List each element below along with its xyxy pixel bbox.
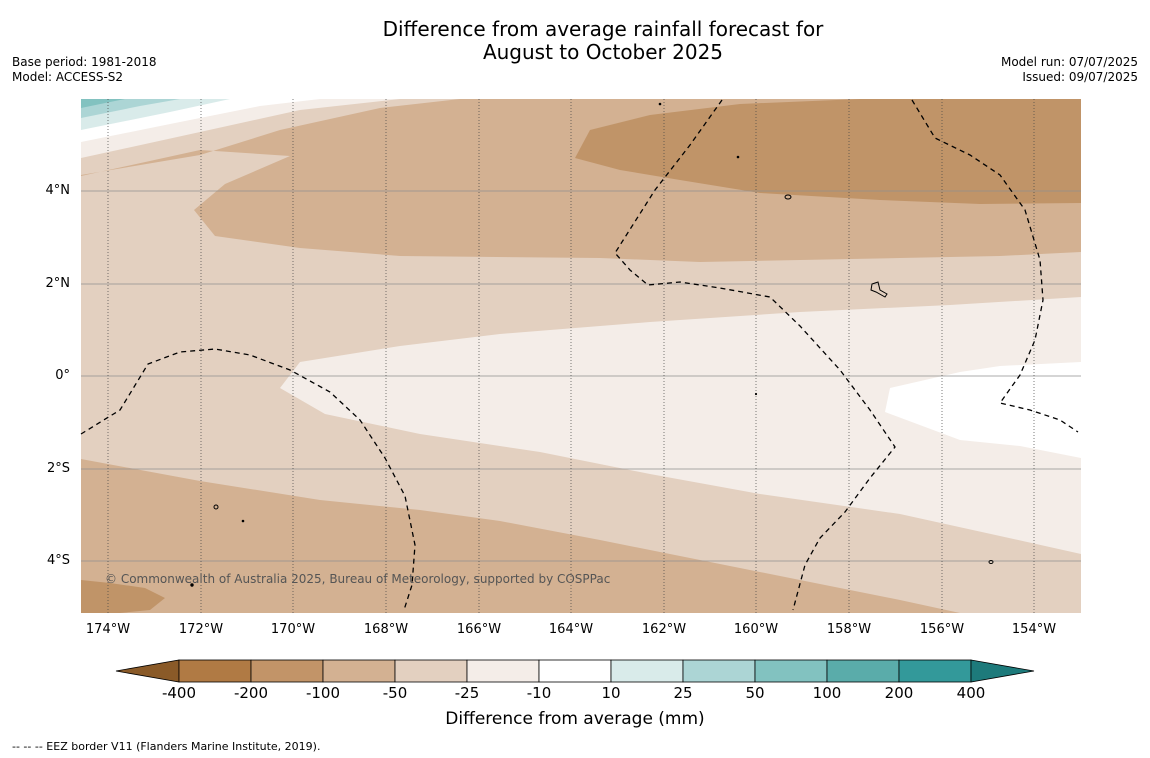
island xyxy=(658,102,662,106)
region-near-normal-equator xyxy=(280,297,1081,554)
colorbar-tick: 100 xyxy=(812,684,842,702)
colorbar-swatch xyxy=(394,659,468,683)
island xyxy=(870,281,888,298)
island xyxy=(241,519,245,523)
colorbar-tick: 10 xyxy=(601,684,621,702)
lon-label: 164°W xyxy=(548,622,594,637)
lon-label: 174°W xyxy=(85,622,131,637)
eez-border-central xyxy=(614,99,896,611)
region-very-dry-sw xyxy=(81,580,165,613)
lat-label-equator: 0° xyxy=(55,368,70,383)
region-dry-south xyxy=(81,459,960,613)
colorbar-swatch xyxy=(826,659,900,683)
colorbar-tick: -400 xyxy=(161,684,197,702)
island xyxy=(784,194,792,200)
colorbar-swatch xyxy=(754,659,828,683)
lon-label: 162°W xyxy=(641,622,687,637)
colorbar-high-arrow xyxy=(970,659,1035,683)
issued-date: Issued: 09/07/2025 xyxy=(1022,70,1138,84)
island xyxy=(736,155,740,159)
eez-borders xyxy=(80,99,1079,611)
colorbar-tick: -10 xyxy=(526,684,552,702)
title-line-2: August to October 2025 xyxy=(482,40,724,64)
lat-label-4n: 4°N xyxy=(45,183,71,198)
colorbar-tick: 50 xyxy=(745,684,765,702)
meta-right: Model run: 07/07/2025 Issued: 09/07/2025 xyxy=(1001,55,1138,85)
model-run: Model run: 07/07/2025 xyxy=(1000,55,1138,69)
colorbar-tick: 200 xyxy=(884,684,914,702)
island xyxy=(754,392,758,396)
colorbar-swatch xyxy=(178,659,252,683)
colorbar-low-arrow xyxy=(115,659,180,683)
colorbar-tick: -100 xyxy=(305,684,341,702)
island xyxy=(213,504,219,510)
map-field xyxy=(81,99,1081,613)
copyright-notice: © Commonwealth of Australia 2025, Bureau… xyxy=(105,572,611,586)
region-wet-nw xyxy=(81,99,180,118)
lon-label: 172°W xyxy=(178,622,224,637)
colorbar-label: Difference from average (mm) xyxy=(445,709,705,729)
meta-left: Base period: 1981-2018 Model: ACCESS-S2 xyxy=(12,55,157,85)
island xyxy=(190,583,194,587)
lon-label: 154°W xyxy=(1011,622,1057,637)
lat-label-4s: 4°S xyxy=(46,553,70,568)
lon-label: 156°W xyxy=(919,622,965,637)
lat-label-2s: 2°S xyxy=(46,461,70,476)
lon-label: 160°W xyxy=(733,622,779,637)
model-name: Model: ACCESS-S2 xyxy=(12,70,124,84)
lon-label: 158°W xyxy=(826,622,872,637)
colorbar xyxy=(115,659,1035,683)
region-wetter-nw xyxy=(81,99,125,108)
lon-label: 168°W xyxy=(363,622,409,637)
graticule xyxy=(81,99,1081,613)
lat-label-2n: 2°N xyxy=(45,276,71,291)
islands xyxy=(190,102,994,587)
eez-border-east xyxy=(911,99,1079,433)
colorbar-swatch xyxy=(538,659,612,683)
colorbar-tick: 400 xyxy=(956,684,986,702)
region-very-dry-north xyxy=(575,99,1081,204)
map-title: Difference from average rainfall forecas… xyxy=(0,18,1150,64)
colorbar-tick: -25 xyxy=(454,684,480,702)
eez-footnote: -- -- -- EEZ border V11 (Flanders Marine… xyxy=(12,740,321,753)
title-line-1: Difference from average rainfall forecas… xyxy=(382,17,824,41)
colorbar-swatch xyxy=(250,659,324,683)
base-period: Base period: 1981-2018 xyxy=(12,55,157,69)
colorbar-tick: -200 xyxy=(233,684,269,702)
colorbar-swatch xyxy=(322,659,396,683)
lon-label: 166°W xyxy=(456,622,502,637)
region-neutral-east xyxy=(885,362,1081,458)
lon-label: 170°W xyxy=(270,622,316,637)
colorbar-swatch xyxy=(682,659,756,683)
colorbar-swatch xyxy=(466,659,540,683)
colorbar-tick: -50 xyxy=(382,684,408,702)
island xyxy=(988,560,994,564)
eez-border-west xyxy=(80,348,416,611)
colorbar-tick: 25 xyxy=(673,684,693,702)
colorbar-swatch xyxy=(610,659,684,683)
colorbar-swatch xyxy=(898,659,972,683)
